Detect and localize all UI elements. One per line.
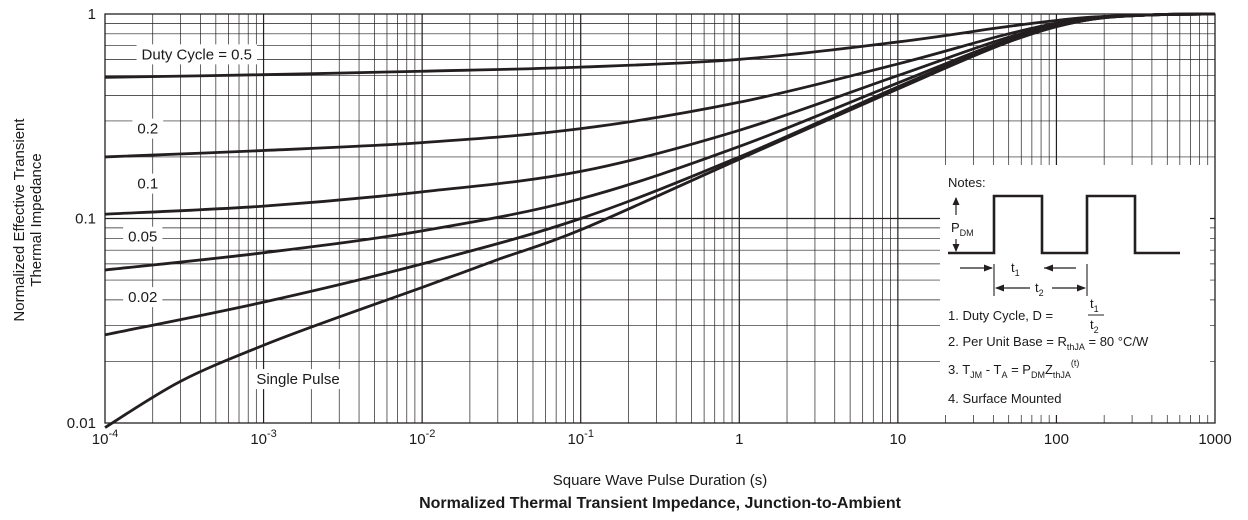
t2-left-arrow-icon [995, 284, 1004, 292]
t1-right-arrow-icon [1044, 264, 1053, 272]
series-label-0-02: 0.02 [123, 287, 163, 308]
series-label-backing [251, 369, 345, 390]
y-axis-title-line1: Normalized Effective Transient [11, 118, 28, 322]
series-label-backing [132, 173, 164, 194]
series-label-text: Duty Cycle = 0.5 [142, 46, 252, 63]
note-1-numerator: t1 [1090, 296, 1099, 314]
pdm-main: P [951, 220, 960, 235]
series-label-backing [123, 287, 163, 308]
t1-main: t [1011, 260, 1015, 275]
note-1-den-sub: 2 [1094, 325, 1099, 335]
notes-inset: Notes: PDM t1 t2 1. Duty Cycle, D = t1 t… [940, 165, 1210, 415]
note-1-denominator: t2 [1090, 317, 1099, 335]
note-4: 4. Surface Mounted [948, 391, 1061, 406]
note-1-num-main: t [1090, 296, 1094, 311]
x-tick-label: 1 [735, 431, 743, 448]
note-3-b-sub: A [1001, 370, 1007, 380]
t2-right-arrow-icon [1077, 284, 1086, 292]
series-label-text: 0.1 [137, 176, 158, 193]
series-label-single-pulse: Single Pulse [251, 369, 345, 390]
x-tick-exponent: -3 [267, 428, 277, 440]
series-label-0-2: 0.2 [132, 118, 164, 139]
series-label-text: Single Pulse [256, 371, 339, 388]
note-3-d: Z [1045, 362, 1053, 377]
pdm-arrow-up-icon [952, 197, 960, 205]
pdm-arrow-down-icon [952, 244, 960, 252]
chart-title: Normalized Thermal Transient Impedance, … [419, 495, 902, 512]
t1-left-arrow-icon [984, 264, 993, 272]
y-tick-label: 0.1 [75, 211, 96, 228]
impedance-curves [104, 12, 1216, 429]
x-tick-base: 1 [735, 431, 743, 448]
note-2: 2. Per Unit Base = RthJA = 80 °C/W [948, 334, 1149, 352]
pulse-waveform [948, 194, 1180, 255]
x-axis-title: Square Wave Pulse Duration (s) [553, 472, 768, 489]
series-label-duty-cycle-0-5: Duty Cycle = 0.5 [136, 44, 258, 65]
note-3-c-sub: DM [1031, 370, 1045, 380]
note-3-sup: (t) [1071, 358, 1080, 368]
x-tick-label: 10-2 [409, 428, 435, 448]
x-tick-label: 1000 [1198, 431, 1231, 448]
series-label-backing [123, 226, 163, 247]
note-2-suffix: = 80 °C/W [1085, 334, 1149, 349]
t2-sub: 2 [1039, 288, 1044, 298]
notes-background [940, 165, 1210, 415]
note-2-prefix: 2. Per Unit Base = R [948, 334, 1067, 349]
x-tick-base: 1000 [1198, 431, 1231, 448]
x-tick-exponent: -2 [426, 428, 436, 440]
series-line-0-2 [104, 12, 1216, 159]
x-tick-label: 10-3 [250, 428, 276, 448]
t2-label: t2 [1035, 280, 1044, 298]
note-1: 1. Duty Cycle, D = [948, 308, 1053, 323]
series-label-text: 0.2 [137, 121, 158, 138]
series-label-0-1: 0.1 [132, 173, 164, 194]
x-tick-label: 10 [890, 431, 907, 448]
note-3-a: 3. T [948, 362, 970, 377]
x-tick-base: 10 [409, 431, 426, 448]
x-tick-base: 100 [1044, 431, 1069, 448]
pdm-sub: DM [960, 228, 974, 238]
series-label-text: 0.05 [128, 229, 157, 246]
note-1-num-sub: 1 [1094, 304, 1099, 314]
note-3-c: = P [1007, 362, 1031, 377]
pdm-label: PDM [951, 220, 974, 238]
note-3-d-sub: thJA [1053, 370, 1071, 380]
x-tick-label: 100 [1044, 431, 1069, 448]
series-label-text: 0.02 [128, 289, 157, 306]
plot-frame [104, 13, 1216, 424]
y-axis-title-line2: Thermal Impedance [28, 153, 45, 286]
series-labels: Duty Cycle = 0.5 0.2 0.1 0.05 0.02 Single Pul… [123, 44, 345, 390]
note-3-a-sub: JM [970, 370, 982, 380]
x-tick-base: 10 [92, 431, 109, 448]
y-tick-label: 1 [88, 6, 96, 23]
note-3-b: - T [982, 362, 1001, 377]
x-tick-exponent: -4 [108, 428, 118, 440]
x-tick-exponent: -1 [584, 428, 594, 440]
series-label-backing [136, 44, 258, 65]
note-2-sub: thJA [1067, 342, 1085, 352]
x-tick-base: 10 [567, 431, 584, 448]
t1-label: t1 [1011, 260, 1020, 278]
note-1-den-main: t [1090, 317, 1094, 332]
x-tick-label: 10-1 [567, 428, 593, 448]
y-axis-title: Normalized Effective Transient Thermal I… [11, 118, 45, 322]
t2-main: t [1035, 280, 1039, 295]
t1-sub: 1 [1015, 268, 1020, 278]
series-label-backing [132, 118, 164, 139]
y-tick-label: 0.01 [67, 415, 96, 432]
series-line-single-pulse [104, 12, 1216, 429]
x-tick-base: 10 [890, 431, 907, 448]
note-3: 3. TJM - TA = PDMZthJA(t) [948, 358, 1079, 380]
pdm-label-backing [946, 215, 986, 239]
notes-heading: Notes: [948, 175, 986, 190]
x-tick-label: 10-4 [92, 428, 118, 448]
series-label-0-05: 0.05 [123, 226, 163, 247]
x-tick-base: 10 [250, 431, 267, 448]
